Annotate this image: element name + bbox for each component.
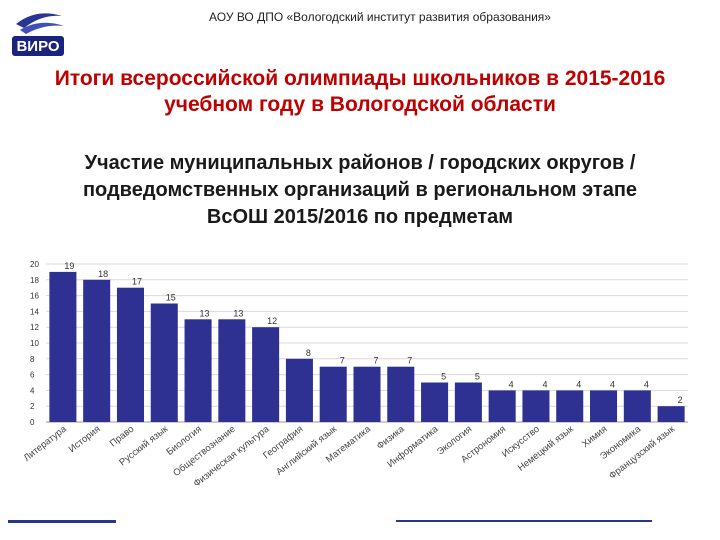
footer-accent-left <box>8 520 116 523</box>
bar <box>150 303 178 422</box>
bar <box>590 390 618 422</box>
data-label: 4 <box>509 379 514 389</box>
data-label: 7 <box>340 356 345 366</box>
x-tick-label: Английский язык <box>274 423 339 478</box>
bar <box>218 319 246 422</box>
bar <box>83 279 111 422</box>
data-label: 5 <box>441 372 446 382</box>
bar <box>623 390 651 422</box>
bar <box>657 406 685 422</box>
bar <box>353 366 381 422</box>
viro-logo: ВИРО <box>12 13 64 56</box>
y-tick-label: 12 <box>30 323 39 332</box>
data-label: 5 <box>475 372 480 382</box>
bar <box>49 271 77 422</box>
page-title-line-2: учебном году в Вологодской области <box>164 93 556 116</box>
y-tick-label: 18 <box>30 276 39 285</box>
bar <box>387 366 415 422</box>
data-label: 8 <box>306 348 311 358</box>
data-label: 4 <box>644 379 649 389</box>
data-label: 7 <box>374 356 379 366</box>
data-label: 18 <box>98 269 108 279</box>
data-label: 13 <box>200 308 210 318</box>
y-tick-label: 16 <box>30 292 39 301</box>
bar <box>319 366 347 422</box>
x-tick-label: Химия <box>580 424 609 450</box>
bar <box>184 319 212 422</box>
logo-text: ВИРО <box>16 38 59 55</box>
logo-swoosh-icon <box>16 13 62 28</box>
data-label: 15 <box>166 293 176 303</box>
x-tick-label: История <box>67 424 103 455</box>
data-label: 2 <box>678 395 683 405</box>
x-tick-label: Литература <box>22 423 70 464</box>
bar <box>285 358 313 422</box>
footer-accent-right <box>396 520 652 522</box>
bar <box>252 327 280 422</box>
participation-bar-chart: 0 2 4 6 8 10 12 14 16 18 20 19 Литература 18 История 17… <box>22 260 688 490</box>
y-tick-label: 0 <box>30 418 35 427</box>
data-label: 17 <box>132 277 142 287</box>
y-tick-label: 14 <box>30 307 39 316</box>
bar <box>556 390 584 422</box>
y-tick-label: 10 <box>30 339 39 348</box>
y-tick-label: 2 <box>30 402 35 411</box>
page-title: Итоги всероссийской олимпиады школьников… <box>0 66 720 118</box>
chart-heading-line-1: Участие муниципальных районов / городски… <box>84 152 636 174</box>
y-tick-label: 4 <box>30 386 35 395</box>
bar <box>116 287 144 422</box>
data-label: 4 <box>542 379 547 389</box>
y-tick-label: 20 <box>30 260 39 269</box>
data-label: 12 <box>267 316 277 326</box>
data-label: 13 <box>233 308 243 318</box>
x-tick-label: Право <box>108 424 137 450</box>
data-label: 7 <box>407 356 412 366</box>
y-tick-label: 6 <box>30 371 35 380</box>
data-label: 4 <box>576 379 581 389</box>
bar <box>522 390 550 422</box>
chart-heading-line-3: ВсОШ 2015/2016 по предметам <box>206 206 514 228</box>
bar <box>421 382 449 422</box>
chart-heading-line-2: подведомственных организаций в региональ… <box>82 179 638 201</box>
data-label: 19 <box>64 261 74 271</box>
organization-name: АОУ ВО ДПО «Вологодский институт развити… <box>209 10 551 24</box>
chart-heading: Участие муниципальных районов / городски… <box>0 150 720 231</box>
bar <box>454 382 482 422</box>
data-label: 4 <box>610 379 615 389</box>
bar <box>488 390 516 422</box>
y-tick-label: 8 <box>30 355 35 364</box>
page-title-line-1: Итоги всероссийской олимпиады школьников… <box>54 67 666 90</box>
